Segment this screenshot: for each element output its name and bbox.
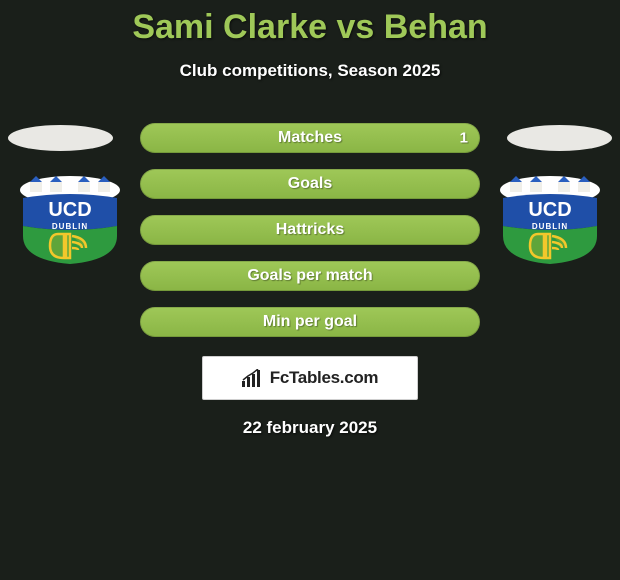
stat-row-matches: Matches 1 xyxy=(140,123,480,153)
stat-row-goals: Goals xyxy=(140,169,480,199)
brand-attribution: FcTables.com xyxy=(202,356,418,400)
stat-label: Goals per match xyxy=(247,267,372,285)
page-title: Sami Clarke vs Behan xyxy=(0,0,620,47)
stat-row-min-per-goal: Min per goal xyxy=(140,307,480,337)
svg-text:DUBLIN: DUBLIN xyxy=(532,222,568,231)
club-badge-left: UCD DUBLIN xyxy=(20,176,120,264)
stat-label: Matches xyxy=(278,129,342,147)
svg-text:DUBLIN: DUBLIN xyxy=(52,222,88,231)
stat-row-goals-per-match: Goals per match xyxy=(140,261,480,291)
stat-value-right: 1 xyxy=(460,130,468,147)
chart-icon xyxy=(242,369,264,387)
subtitle: Club competitions, Season 2025 xyxy=(0,61,620,81)
club-badge-right: UCD DUBLIN xyxy=(500,176,600,264)
stat-label: Min per goal xyxy=(263,313,357,331)
stat-label: Goals xyxy=(288,175,332,193)
player-photo-right xyxy=(507,125,612,151)
stats-table: Matches 1 Goals Hattricks Goals per matc… xyxy=(140,123,480,353)
player-photo-left xyxy=(8,125,113,151)
brand-text: FcTables.com xyxy=(270,368,379,388)
stat-label: Hattricks xyxy=(276,221,344,239)
stat-row-hattricks: Hattricks xyxy=(140,215,480,245)
svg-text:UCD: UCD xyxy=(48,199,91,221)
date-line: 22 february 2025 xyxy=(0,418,620,438)
svg-text:UCD: UCD xyxy=(528,199,571,221)
